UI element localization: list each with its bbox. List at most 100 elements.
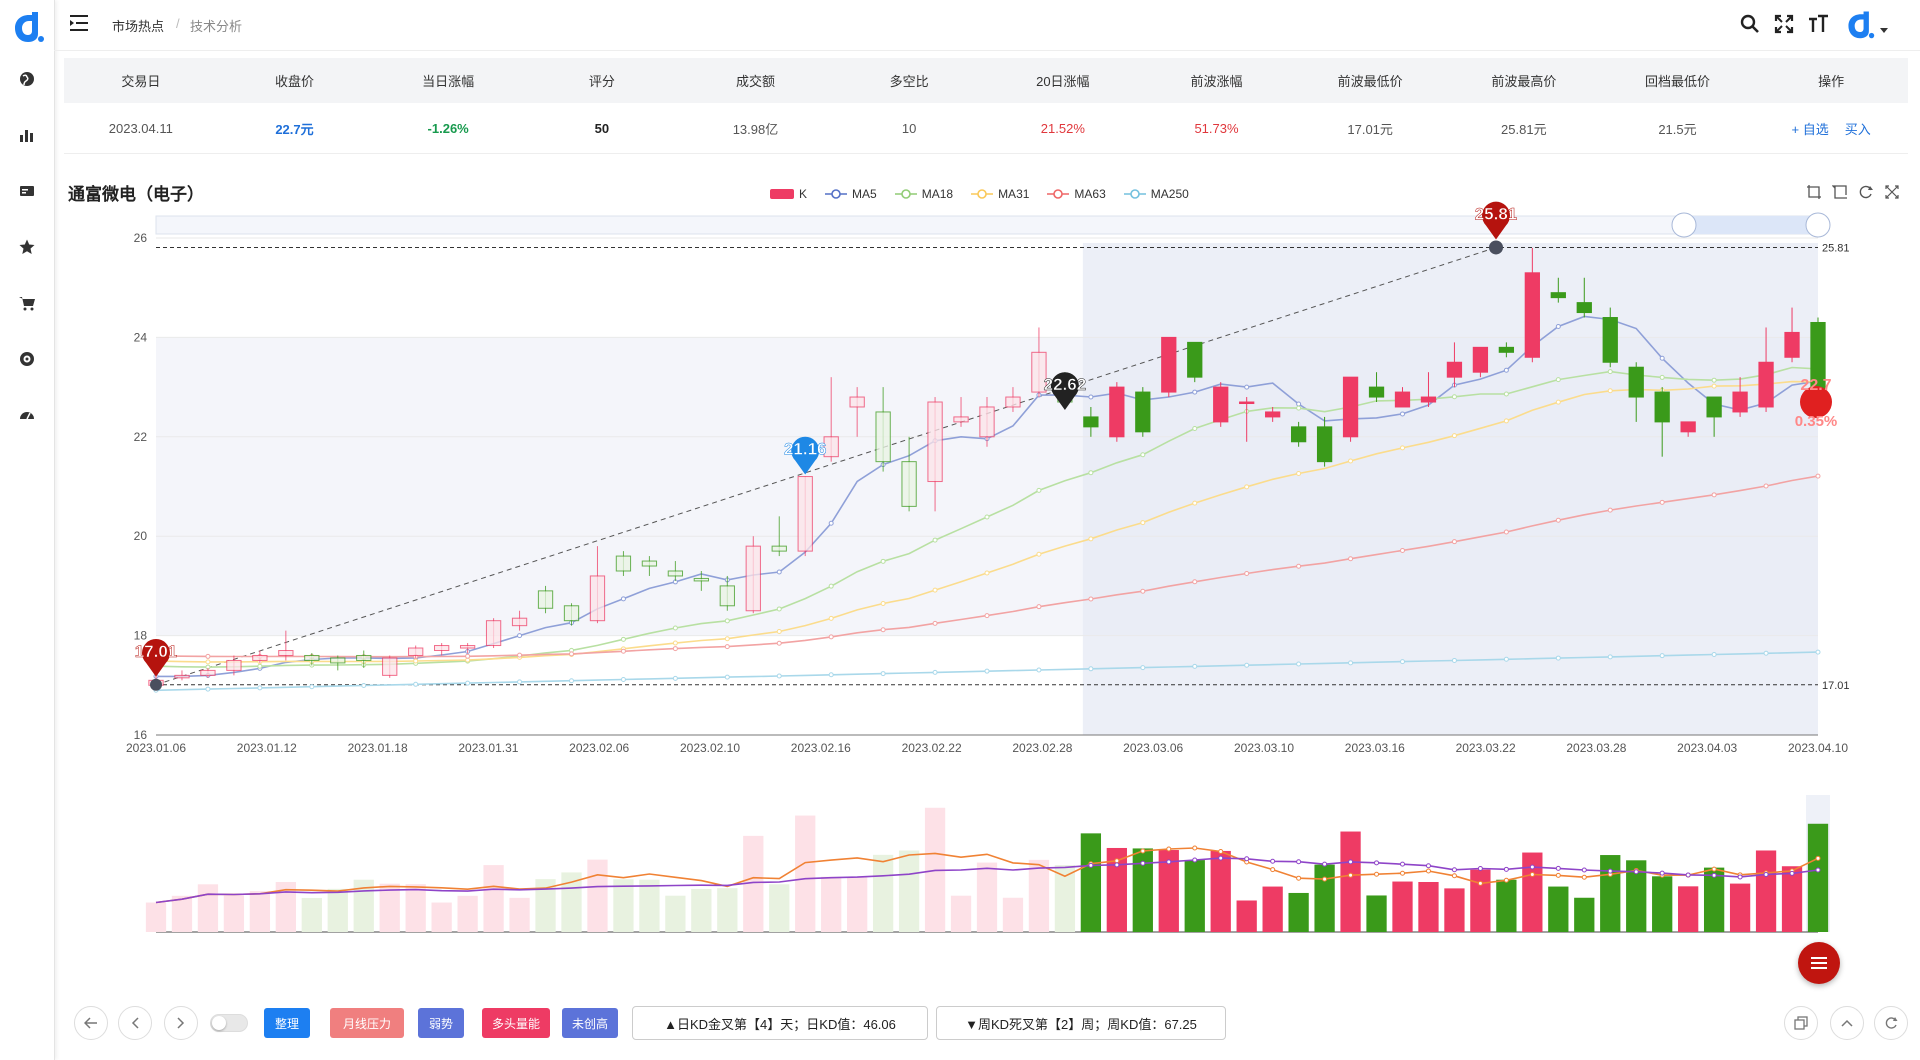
summary-header-3: 评分 bbox=[588, 74, 615, 89]
mid1-marker-pin bbox=[791, 436, 820, 475]
volume-ma-point bbox=[1244, 856, 1250, 862]
menu-toggle-icon[interactable] bbox=[70, 14, 90, 32]
ma-point bbox=[1659, 499, 1665, 505]
ma-point bbox=[205, 686, 211, 692]
volume-ma-point bbox=[1529, 864, 1535, 870]
ma-point bbox=[465, 680, 471, 686]
ma-point bbox=[1763, 650, 1769, 656]
card-icon[interactable] bbox=[18, 182, 36, 200]
volume-bar bbox=[1210, 850, 1231, 932]
refresh-button[interactable] bbox=[1874, 1006, 1908, 1040]
chevron-down-icon[interactable] bbox=[1880, 28, 1888, 34]
signal-tag-1[interactable]: 月线压力 bbox=[330, 1008, 404, 1038]
candle-body bbox=[1031, 351, 1047, 393]
copy-button[interactable] bbox=[1784, 1006, 1818, 1040]
legend-swatch bbox=[770, 189, 794, 199]
volume-bar bbox=[1755, 850, 1777, 932]
volume-bar bbox=[171, 895, 193, 932]
legend-item[interactable]: K bbox=[770, 184, 807, 204]
last-price-label: 22.7 bbox=[1800, 377, 1831, 394]
chevron-right-icon bbox=[177, 1017, 185, 1029]
volume-bar bbox=[223, 895, 245, 932]
search-icon[interactable] bbox=[1738, 12, 1762, 36]
x-tick-label: 2023.01.18 bbox=[348, 741, 408, 755]
candle-body bbox=[278, 650, 294, 656]
candle-body bbox=[953, 416, 969, 423]
restore-icon[interactable] bbox=[1858, 184, 1874, 200]
volume-ma-point bbox=[1607, 868, 1613, 874]
high-marker-label: 25.81 bbox=[1475, 204, 1518, 223]
ma-point bbox=[1296, 471, 1302, 477]
next-button[interactable] bbox=[164, 1006, 198, 1040]
user-avatar-icon[interactable] bbox=[1844, 8, 1876, 40]
logo-icon[interactable] bbox=[10, 8, 46, 44]
globe-icon[interactable] bbox=[18, 70, 36, 88]
candle-body bbox=[979, 406, 995, 438]
candle-body bbox=[927, 401, 943, 483]
volume-bar bbox=[1418, 881, 1439, 932]
back-button[interactable] bbox=[74, 1006, 108, 1040]
ma-point bbox=[1296, 661, 1302, 667]
star-icon[interactable] bbox=[18, 238, 36, 256]
legend-item[interactable]: MA250 bbox=[1123, 184, 1189, 204]
candle-body bbox=[823, 436, 839, 458]
ma-point bbox=[413, 681, 419, 687]
cart-icon[interactable] bbox=[18, 294, 36, 312]
signal-tag-0[interactable]: 整理 bbox=[264, 1008, 310, 1038]
low-marker-pin bbox=[142, 639, 171, 677]
ma-point bbox=[1711, 377, 1717, 383]
toggle-switch[interactable] bbox=[210, 1014, 248, 1032]
legend-item[interactable]: MA5 bbox=[825, 184, 877, 204]
summary-header-8: 前波最低价 bbox=[1337, 74, 1403, 89]
ma-point bbox=[620, 648, 626, 654]
volume-ma-point bbox=[1374, 860, 1380, 866]
fullscreen-icon[interactable] bbox=[1772, 12, 1796, 36]
previous-button[interactable] bbox=[118, 1006, 152, 1040]
y-tick-label: 18 bbox=[134, 629, 148, 643]
stock-title: 通富微电（电子） bbox=[68, 185, 204, 204]
candle-body bbox=[797, 476, 813, 552]
floating-menu-button[interactable] bbox=[1798, 942, 1840, 984]
ma-point bbox=[1607, 369, 1613, 375]
breadcrumb-root[interactable]: 市场热点 bbox=[112, 19, 165, 34]
zoom-select-icon[interactable] bbox=[1806, 184, 1822, 200]
legend-item[interactable]: MA63 bbox=[1047, 184, 1106, 204]
candle-body bbox=[1472, 346, 1489, 373]
legend-item[interactable]: MA18 bbox=[894, 184, 953, 204]
high-point bbox=[1489, 240, 1503, 255]
save-image-icon[interactable] bbox=[1884, 184, 1900, 200]
legend-item[interactable]: MA31 bbox=[971, 184, 1029, 204]
x-tick-label: 2023.03.06 bbox=[1123, 741, 1183, 755]
x-tick-label: 2023.02.16 bbox=[791, 741, 851, 755]
scroll-top-button[interactable] bbox=[1830, 1006, 1864, 1040]
buy-link[interactable]: 买入 bbox=[1844, 121, 1871, 137]
summary-value-10: 21.5元 bbox=[1658, 121, 1697, 137]
add-watchlist-link[interactable]: + 自选 bbox=[1791, 121, 1829, 137]
volume-bar bbox=[535, 879, 556, 932]
x-tick-label: 2023.01.31 bbox=[458, 741, 518, 755]
font-size-icon[interactable] bbox=[1806, 12, 1830, 36]
signal-tag-4[interactable]: 未创高 bbox=[562, 1008, 618, 1038]
zoom-reset-icon[interactable] bbox=[1832, 184, 1848, 200]
volume-ma-point bbox=[1088, 862, 1094, 868]
signal-tag-3[interactable]: 多头量能 bbox=[482, 1008, 550, 1038]
ma-point bbox=[1192, 389, 1198, 395]
ma-point bbox=[672, 640, 678, 646]
signal-tag-2[interactable]: 弱势 bbox=[418, 1008, 464, 1038]
candle-body bbox=[745, 545, 761, 612]
list-icon bbox=[1811, 957, 1827, 969]
dashboard-icon[interactable] bbox=[18, 406, 36, 424]
ma-point bbox=[1140, 520, 1146, 526]
volume-bar bbox=[1288, 892, 1309, 932]
copy-icon bbox=[1794, 1016, 1808, 1030]
ma-point bbox=[1244, 384, 1250, 390]
ma-point bbox=[672, 675, 678, 681]
summary-value-0: 2023.04.11 bbox=[108, 120, 173, 136]
candle-body bbox=[693, 577, 709, 582]
volume-bar bbox=[1444, 888, 1465, 932]
volume-ma-point bbox=[1477, 880, 1483, 886]
target-icon[interactable] bbox=[18, 350, 36, 368]
ma-point bbox=[672, 625, 678, 631]
bar-chart-icon[interactable] bbox=[18, 126, 36, 144]
